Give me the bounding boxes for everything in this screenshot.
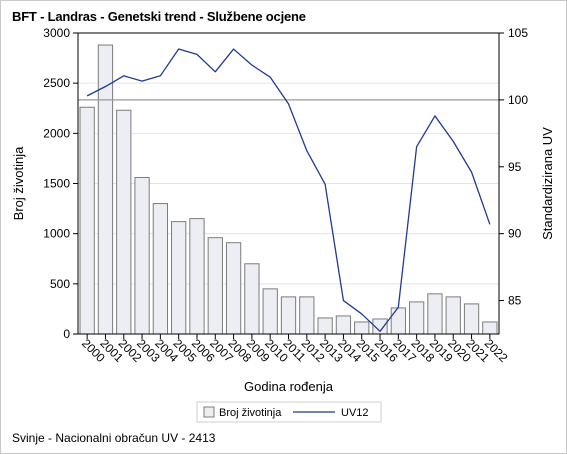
bar bbox=[225, 242, 242, 335]
bars-layer bbox=[79, 44, 498, 335]
bar bbox=[445, 296, 461, 335]
y-tick-label: 1000 bbox=[43, 227, 70, 241]
bar bbox=[79, 106, 95, 335]
legend-box bbox=[196, 401, 382, 423]
bar bbox=[189, 218, 205, 335]
y-tick-label: 2000 bbox=[43, 126, 70, 140]
bar bbox=[299, 296, 315, 335]
bar bbox=[152, 203, 169, 335]
legend: Broj životinja UV12 bbox=[196, 401, 382, 423]
y-axis-title: Broj životinja bbox=[11, 146, 26, 220]
bar bbox=[408, 301, 425, 335]
bar bbox=[207, 237, 223, 335]
y-tick-label: 500 bbox=[50, 277, 70, 291]
axes-layer bbox=[73, 32, 504, 339]
bar bbox=[280, 296, 297, 335]
y2-tick-label: 105 bbox=[508, 26, 528, 40]
legend-label-bar: Broj životinja bbox=[219, 407, 282, 419]
bar bbox=[262, 288, 278, 335]
bar bbox=[427, 293, 443, 335]
bar bbox=[335, 315, 352, 335]
bar bbox=[317, 317, 333, 335]
legend-swatch-bar bbox=[203, 406, 215, 418]
x-axis-title: Godina rođenja bbox=[244, 379, 334, 394]
y-tick-label: 2500 bbox=[43, 76, 70, 90]
bar bbox=[354, 321, 370, 335]
chart-title: BFT - Landras - Genetski trend - Služben… bbox=[12, 9, 306, 24]
y-tick-label: 1500 bbox=[43, 177, 70, 191]
bar bbox=[171, 221, 187, 335]
y-tick-label: 3000 bbox=[43, 26, 70, 40]
bar bbox=[244, 263, 260, 335]
y2-tick-label: 85 bbox=[508, 294, 522, 308]
y2-tick-label: 100 bbox=[508, 93, 528, 107]
y2-tick-label: 95 bbox=[508, 160, 522, 174]
bar bbox=[463, 303, 480, 335]
legend-label-line: UV12 bbox=[341, 407, 369, 419]
bar bbox=[134, 176, 150, 335]
bar bbox=[482, 321, 498, 335]
line-series-uv12 bbox=[86, 48, 491, 332]
line-series-layer bbox=[86, 48, 491, 332]
footnote: Svinje - Nacionalni obračun UV - 2413 bbox=[12, 431, 216, 445]
y2-axis-title: Standardizirana UV bbox=[540, 127, 555, 240]
y-tick-label: 0 bbox=[63, 327, 70, 341]
bar bbox=[116, 109, 132, 335]
bar bbox=[390, 307, 406, 335]
y2-tick-label: 90 bbox=[508, 227, 522, 241]
